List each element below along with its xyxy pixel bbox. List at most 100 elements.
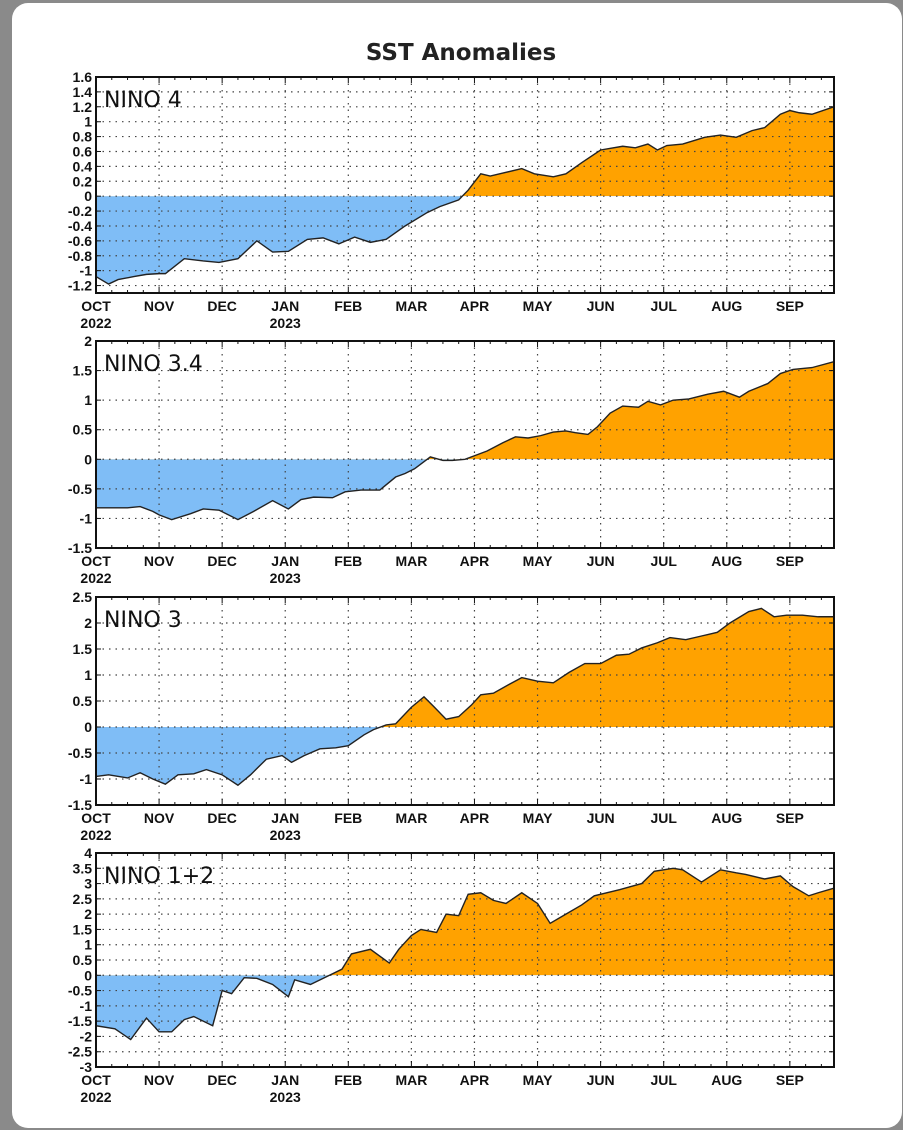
y-tick-label: -1.5 xyxy=(68,540,92,556)
y-tick-label: 0 xyxy=(84,451,92,467)
y-tick-label: -0.6 xyxy=(68,233,92,249)
x-month-label: JAN xyxy=(271,1072,299,1088)
negative-anomaly-area xyxy=(96,727,834,786)
y-tick-label: 1.5 xyxy=(73,641,93,657)
y-tick-label: -0.5 xyxy=(68,983,92,999)
y-tick-label: -2.5 xyxy=(68,1044,92,1060)
x-month-label: JUL xyxy=(650,1072,677,1088)
x-month-label: FEB xyxy=(334,553,362,569)
panel-label: NINO 4 xyxy=(104,88,182,113)
x-month-label: DEC xyxy=(207,298,237,314)
x-year-label: 2022 xyxy=(80,827,111,843)
y-tick-label: 1 xyxy=(84,937,92,953)
x-year-label: 2023 xyxy=(270,315,301,331)
y-tick-label: 2.5 xyxy=(73,891,93,907)
x-year-label: 2023 xyxy=(270,1089,301,1105)
y-tick-label: 0.2 xyxy=(73,173,93,189)
x-month-label: JUL xyxy=(650,810,677,826)
plot-frame xyxy=(95,340,835,549)
x-month-label: MAY xyxy=(523,1072,553,1088)
y-tick-label: -2 xyxy=(80,1028,93,1044)
y-tick-label: 1.4 xyxy=(73,84,93,100)
x-month-label: JAN xyxy=(271,553,299,569)
x-month-label: FEB xyxy=(334,810,362,826)
x-month-label: DEC xyxy=(207,1072,237,1088)
x-month-label: APR xyxy=(460,553,490,569)
x-month-label: FEB xyxy=(334,1072,362,1088)
y-tick-label: 0.8 xyxy=(73,129,93,145)
plot-frame xyxy=(95,76,835,294)
y-tick-label: 1 xyxy=(84,392,92,408)
y-tick-label: -1.2 xyxy=(68,278,92,294)
negative-anomaly-area xyxy=(96,975,834,1040)
y-tick-label: 1.2 xyxy=(73,99,93,115)
x-month-label: MAR xyxy=(395,1072,427,1088)
y-tick-label: -1 xyxy=(80,998,93,1014)
x-month-label: FEB xyxy=(334,298,362,314)
y-tick-label: -0.8 xyxy=(68,248,92,264)
positive-anomaly-area xyxy=(96,608,834,727)
x-month-label: SEP xyxy=(776,553,804,569)
y-tick-label: -3 xyxy=(80,1059,93,1075)
x-month-label: OCT xyxy=(81,553,111,569)
x-month-label: JUN xyxy=(587,1072,615,1088)
x-month-label: JUN xyxy=(587,298,615,314)
y-tick-label: 0.6 xyxy=(73,143,93,159)
y-tick-label: 3 xyxy=(84,876,92,892)
x-month-label: JAN xyxy=(271,298,299,314)
panel-label: NINO 1+2 xyxy=(104,864,214,889)
y-tick-label: 2 xyxy=(84,615,92,631)
x-month-label: APR xyxy=(460,298,490,314)
y-tick-label: -0.5 xyxy=(68,481,92,497)
x-month-label: NOV xyxy=(144,298,175,314)
x-month-label: MAY xyxy=(523,810,553,826)
anomaly-line xyxy=(96,867,834,1041)
x-month-label: AUG xyxy=(711,553,742,569)
anomaly-line xyxy=(96,361,834,521)
x-month-label: JUN xyxy=(587,553,615,569)
y-tick-label: 2.5 xyxy=(73,589,93,605)
y-tick-label: 1.5 xyxy=(73,921,93,937)
x-month-label: NOV xyxy=(144,810,175,826)
positive-anomaly-area xyxy=(329,868,834,976)
y-tick-label: 4 xyxy=(84,845,92,861)
x-year-label: 2022 xyxy=(80,570,111,586)
y-tick-label: 2 xyxy=(84,906,92,922)
x-month-label: MAR xyxy=(395,810,427,826)
x-year-label: 2023 xyxy=(270,570,301,586)
x-month-label: OCT xyxy=(81,298,111,314)
x-month-label: SEP xyxy=(776,298,804,314)
panel-0: 1.61.41.210.80.60.40.20-0.2-0.4-0.6-0.8-… xyxy=(68,69,835,331)
y-tick-label: 0 xyxy=(84,967,92,983)
x-month-label: AUG xyxy=(711,298,742,314)
panel-label: NINO 3 xyxy=(104,608,182,633)
x-month-label: JUN xyxy=(587,810,615,826)
x-month-label: NOV xyxy=(144,1072,175,1088)
y-tick-label: 2 xyxy=(84,333,92,349)
y-tick-label: -1 xyxy=(80,263,93,279)
x-month-label: APR xyxy=(460,810,490,826)
y-tick-label: 1 xyxy=(84,667,92,683)
x-month-label: JUL xyxy=(650,553,677,569)
y-tick-label: 0.5 xyxy=(73,693,93,709)
y-tick-label: 0 xyxy=(84,188,92,204)
x-year-label: 2023 xyxy=(270,827,301,843)
x-month-label: DEC xyxy=(207,810,237,826)
x-month-label: AUG xyxy=(711,810,742,826)
x-month-label: SEP xyxy=(776,810,804,826)
x-month-label: NOV xyxy=(144,553,175,569)
x-month-label: SEP xyxy=(776,1072,804,1088)
y-tick-label: 1.6 xyxy=(73,69,93,85)
y-tick-label: 0.4 xyxy=(73,158,93,174)
negative-anomaly-area xyxy=(96,196,463,285)
y-tick-label: -1 xyxy=(80,510,93,526)
y-tick-label: 1.5 xyxy=(73,363,93,379)
x-month-label: JUL xyxy=(650,298,677,314)
y-tick-label: -1.5 xyxy=(68,1013,92,1029)
y-tick-label: -1.5 xyxy=(68,797,92,813)
y-tick-label: 0 xyxy=(84,719,92,735)
x-month-label: JAN xyxy=(271,810,299,826)
